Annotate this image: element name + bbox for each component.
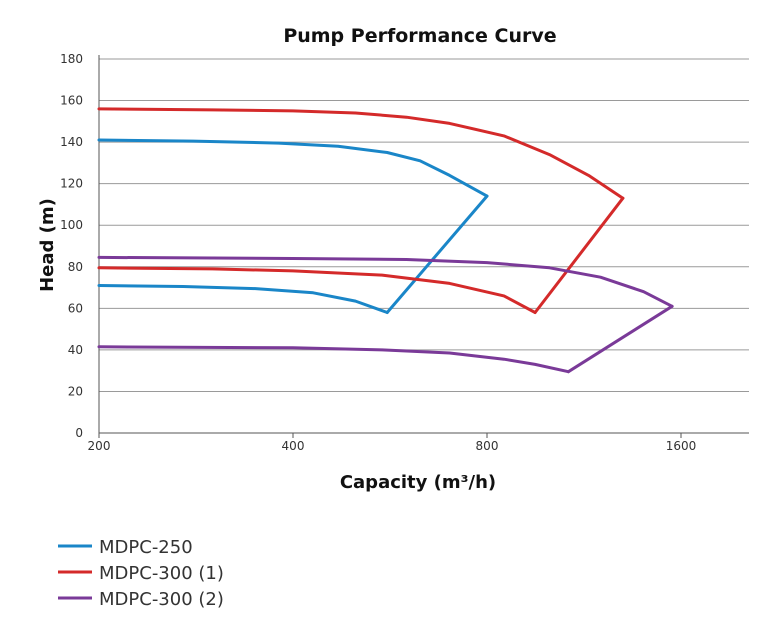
series-1 bbox=[97, 138, 489, 314]
series-line bbox=[385, 194, 489, 314]
series-line bbox=[97, 138, 489, 198]
series-lines bbox=[97, 107, 674, 374]
series-line bbox=[97, 255, 674, 308]
y-tick-label: 120 bbox=[60, 177, 83, 191]
x-tick-label: 800 bbox=[476, 439, 499, 453]
x-tick-label: 400 bbox=[282, 439, 305, 453]
axes: 0 20 40 60 80 100 120 140 160 180 200 400 800 1600 bbox=[60, 52, 749, 453]
y-axis-title: Head (m) bbox=[37, 198, 58, 292]
y-tick-label: 160 bbox=[60, 94, 83, 108]
series-line bbox=[97, 345, 570, 374]
legend-label: MDPC-300 (1) bbox=[99, 563, 224, 584]
y-tick-label: 20 bbox=[68, 384, 83, 398]
series-2 bbox=[97, 107, 625, 314]
y-tick-label: 140 bbox=[60, 135, 83, 149]
x-tick-label: 200 bbox=[88, 439, 111, 453]
chart-title: Pump Performance Curve bbox=[283, 25, 556, 47]
x-tick-label: 1600 bbox=[666, 439, 697, 453]
legend-label: MDPC-300 (2) bbox=[99, 589, 224, 610]
series-line bbox=[97, 266, 537, 314]
y-tick-label: 0 bbox=[75, 426, 83, 440]
y-tick-label: 80 bbox=[68, 260, 83, 274]
y-tick-label: 60 bbox=[68, 301, 83, 315]
legend: MDPC-250 MDPC-300 (1) MDPC-300 (2) bbox=[58, 537, 224, 610]
x-axis-title: Capacity (m³/h) bbox=[340, 472, 496, 493]
y-tick-label: 180 bbox=[60, 52, 83, 66]
y-tick-label: 100 bbox=[60, 218, 83, 232]
series-line bbox=[533, 196, 625, 314]
legend-label: MDPC-250 bbox=[99, 537, 193, 558]
series-line bbox=[97, 284, 389, 314]
series-line bbox=[97, 107, 625, 200]
series-3 bbox=[97, 255, 674, 374]
y-tick-label: 40 bbox=[68, 343, 83, 357]
series-line bbox=[566, 304, 674, 374]
